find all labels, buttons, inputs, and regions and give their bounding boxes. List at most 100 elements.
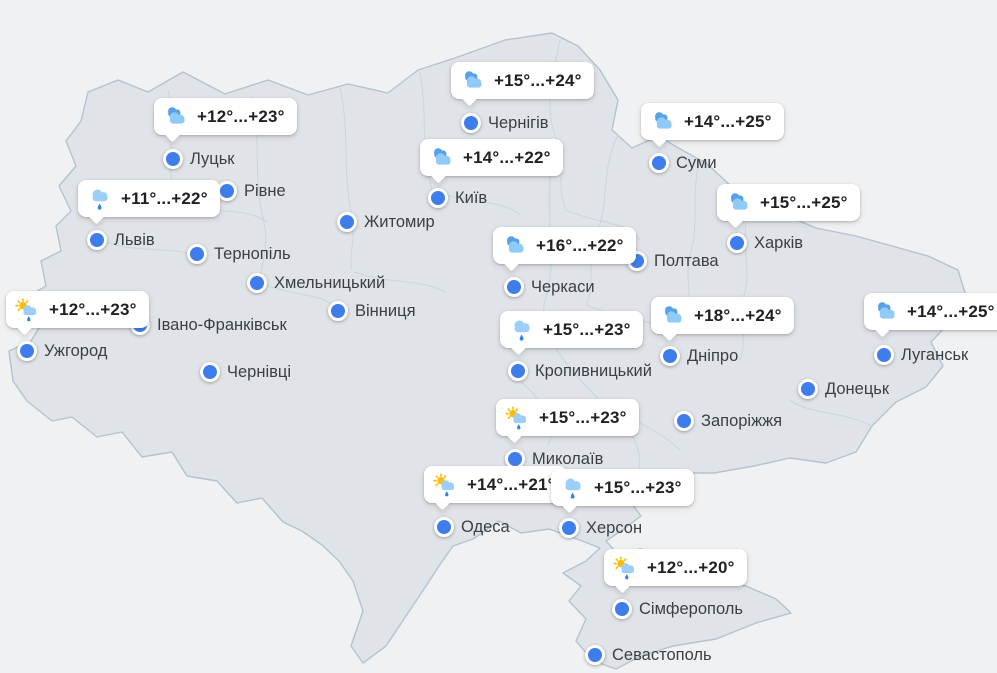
city-marker-group: Чернігів	[461, 113, 549, 133]
weather-badge[interactable]: +15°...+23°	[551, 469, 694, 506]
city-label: Чернігів	[488, 113, 549, 132]
city-marker-group: Одеса	[434, 517, 510, 537]
weather-badge[interactable]: +12°...+23°	[154, 98, 297, 135]
weather-badge[interactable]: +12°...+23°	[6, 291, 149, 328]
city-marker-dot[interactable]	[674, 411, 694, 431]
sun-rain-icon	[613, 555, 640, 580]
city-marker-group: Рівне	[217, 181, 286, 201]
city-label: Миколаїв	[532, 449, 604, 468]
city-label: Чернівці	[227, 362, 292, 381]
cloudy-icon	[502, 234, 529, 258]
city-marker-group: Черкаси	[504, 277, 595, 297]
city-marker-dot[interactable]	[461, 113, 481, 133]
temperature-range: +14°...+21°	[467, 475, 555, 494]
city-marker-dot[interactable]	[247, 273, 267, 293]
city-marker-dot[interactable]	[585, 645, 605, 665]
weather-badge[interactable]: +11°...+22°	[78, 180, 220, 217]
city-marker-dot[interactable]	[328, 301, 348, 321]
temperature-range: +15°...+23°	[594, 478, 682, 497]
city-label: Херсон	[586, 518, 643, 537]
city-label: Донецьк	[825, 379, 890, 398]
city-marker-dot[interactable]	[163, 149, 183, 169]
weather-badge[interactable]: +16°...+22°	[493, 227, 636, 264]
temperature-range: +12°...+23°	[49, 300, 137, 319]
city-marker-group: Житомир	[337, 212, 435, 232]
city-label: Дніпро	[687, 346, 739, 365]
city-marker-group: Львів	[87, 230, 155, 250]
city-marker-group: Кропивницький	[508, 361, 652, 381]
city-marker-group: Київ	[428, 188, 487, 208]
city-marker-dot[interactable]	[428, 188, 448, 208]
temperature-range: +15°...+23°	[543, 320, 631, 339]
city-marker-dot[interactable]	[337, 212, 357, 232]
city-label: Запоріжжя	[701, 411, 783, 430]
weather-badge[interactable]: +12°...+20°	[604, 549, 747, 586]
rain-icon	[509, 318, 536, 342]
weather-badge[interactable]: +18°...+24°	[651, 297, 794, 334]
city-marker-dot[interactable]	[874, 345, 894, 365]
city-marker-dot[interactable]	[434, 517, 454, 537]
temperature-range: +18°...+24°	[694, 306, 782, 325]
city-marker-group: Запоріжжя	[674, 411, 782, 431]
city-label: Київ	[455, 188, 488, 207]
city-marker-group: Луганськ	[874, 345, 968, 365]
city-marker-group: Донецьк	[798, 379, 889, 399]
city-marker-group: Сімферополь	[612, 599, 743, 619]
city-label: Суми	[676, 153, 717, 172]
city-label: Севастополь	[612, 645, 712, 664]
cloudy-icon	[650, 110, 677, 134]
city-label: Харків	[754, 233, 804, 252]
city-marker-dot[interactable]	[649, 153, 669, 173]
city-label: Житомир	[364, 212, 435, 231]
weather-badge[interactable]: +15°...+24°	[451, 62, 594, 99]
city-marker-dot[interactable]	[217, 181, 237, 201]
weather-badge[interactable]: +14°...+25°	[864, 293, 997, 330]
sun-rain-icon	[505, 405, 532, 430]
city-label: Кропивницький	[535, 361, 652, 380]
city-marker-group: Севастополь	[585, 645, 712, 665]
weather-badge[interactable]: +15°...+23°	[496, 399, 639, 436]
city-marker-dot[interactable]	[612, 599, 632, 619]
rain-icon	[87, 187, 114, 211]
city-marker-group: Миколаїв	[505, 449, 603, 469]
city-marker-dot[interactable]	[508, 361, 528, 381]
cloudy-icon	[460, 69, 487, 93]
city-label: Хмельницький	[274, 273, 386, 292]
city-marker-group: Луцьк	[163, 149, 235, 169]
city-marker-group: Чернівці	[200, 362, 291, 382]
city-label: Полтава	[654, 251, 719, 270]
city-marker-dot[interactable]	[660, 346, 680, 366]
sun-rain-icon	[15, 297, 42, 322]
city-marker-dot[interactable]	[798, 379, 818, 399]
city-marker-group: Івано-Франківськ	[130, 315, 287, 335]
city-marker-dot[interactable]	[559, 518, 579, 538]
city-label: Івано-Франківськ	[157, 315, 287, 334]
city-marker-group: Херсон	[559, 518, 642, 538]
city-marker-dot[interactable]	[87, 230, 107, 250]
weather-badge[interactable]: +15°...+23°	[500, 311, 643, 348]
weather-badge[interactable]: +14°...+21°	[424, 466, 567, 503]
weather-badge[interactable]: +14°...+22°	[420, 139, 563, 176]
city-label: Вінниця	[355, 301, 416, 320]
city-marker-dot[interactable]	[727, 233, 747, 253]
weather-badge[interactable]: +15°...+25°	[717, 184, 860, 221]
temperature-range: +15°...+23°	[539, 408, 627, 427]
city-marker-dot[interactable]	[504, 277, 524, 297]
city-label: Сімферополь	[639, 599, 744, 618]
temperature-range: +15°...+24°	[494, 71, 582, 90]
city-label: Луцьк	[190, 149, 235, 168]
city-label: Рівне	[244, 181, 286, 200]
city-marker-dot[interactable]	[17, 341, 37, 361]
city-marker-dot[interactable]	[200, 362, 220, 382]
city-marker-group: Вінниця	[328, 301, 416, 321]
city-marker-dot[interactable]	[187, 244, 207, 264]
cloudy-icon	[726, 191, 753, 215]
temperature-range: +11°...+22°	[121, 189, 208, 208]
temperature-range: +12°...+20°	[647, 558, 735, 577]
city-marker-group: Тернопіль	[187, 244, 291, 264]
temperature-range: +14°...+25°	[907, 302, 995, 321]
weather-badge[interactable]: +14°...+25°	[641, 103, 784, 140]
city-label: Одеса	[461, 517, 510, 536]
